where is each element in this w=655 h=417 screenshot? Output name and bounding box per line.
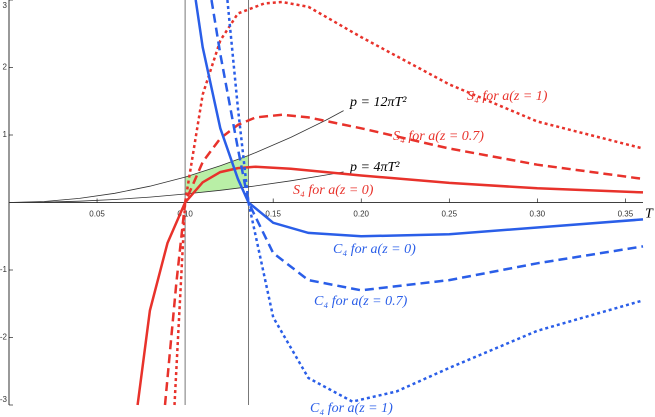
y-tick-label: -1 <box>0 265 8 274</box>
curve <box>163 113 644 406</box>
curve-label: C₄ for a(z = 1) <box>310 401 393 416</box>
curve <box>136 165 644 406</box>
curve-label: C₄ for a(z = 0) <box>333 242 416 257</box>
y-tick-label: -3 <box>0 395 8 404</box>
curve <box>194 0 644 238</box>
curve <box>8 110 344 203</box>
curve <box>8 171 344 203</box>
curve-label: p = 12πT² <box>349 95 407 110</box>
curve <box>173 0 644 406</box>
curve-label: S₄ for a(z = 0) <box>293 183 374 198</box>
curve-label: p = 4πT² <box>349 160 400 175</box>
x-tick-label: 0.05 <box>89 210 105 219</box>
x-tick-label: 0.10 <box>177 210 193 219</box>
curve <box>210 0 644 292</box>
x-tick-label: 0.15 <box>265 210 281 219</box>
y-tick-label: 3 <box>3 1 8 10</box>
x-tick-label: 0.35 <box>618 210 634 219</box>
curve <box>226 0 644 403</box>
x-tick-label: 0.30 <box>530 210 546 219</box>
x-tick-label: 0.25 <box>441 210 457 219</box>
curve-label: S₄ for a(z = 0.7) <box>393 129 484 144</box>
y-tick-label: -2 <box>0 333 8 342</box>
curve-label: S₄ for a(z = 1) <box>467 89 548 104</box>
curve-label: C₄ for a(z = 0.7) <box>314 294 408 309</box>
x-axis-label: T <box>645 207 654 222</box>
y-tick-label: 1 <box>3 130 8 139</box>
y-tick-label: 2 <box>3 63 8 72</box>
x-tick-label: 0.20 <box>353 210 369 219</box>
